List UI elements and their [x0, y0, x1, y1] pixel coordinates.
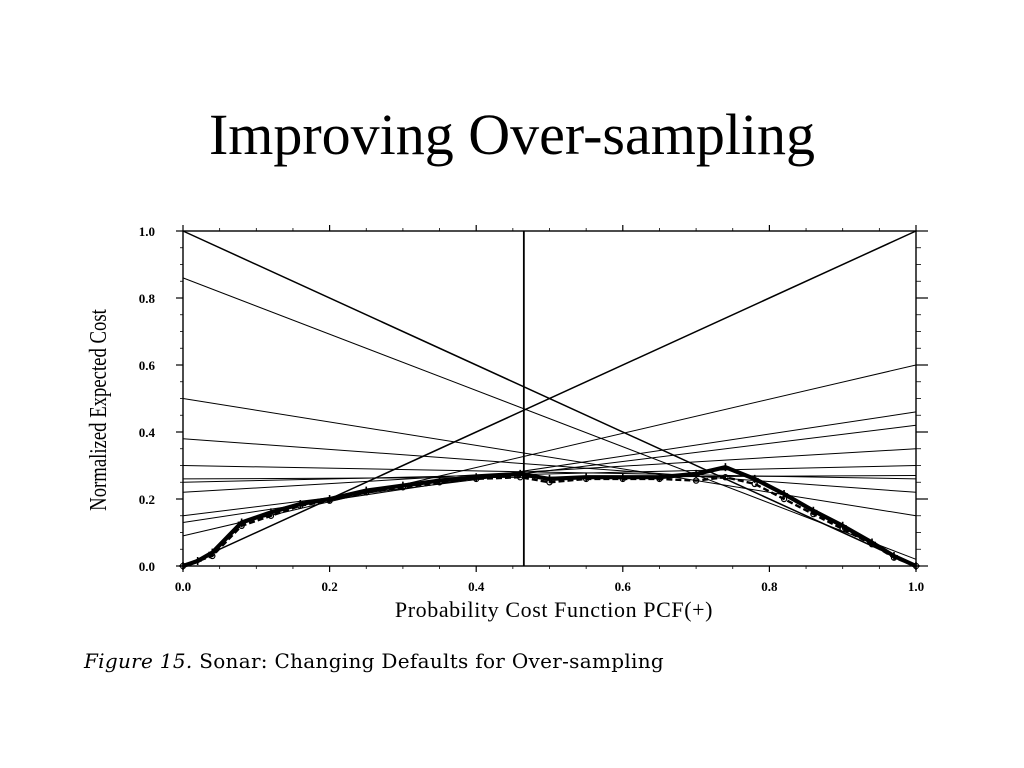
cost-line	[182, 465, 917, 480]
dashed-curve-point	[890, 554, 898, 561]
x-axis-label: Probability Cost Function PCF(+)	[395, 597, 713, 622]
cost-line	[182, 230, 917, 567]
x-tick-label: 0.6	[615, 579, 632, 594]
dashed-curve-point	[516, 474, 524, 481]
y-tick-label: 1.0	[139, 224, 155, 239]
dashed-curve-point	[868, 541, 876, 548]
envelope-point	[208, 548, 217, 557]
dashed-curve-point	[619, 475, 627, 483]
dashed-curve-point	[722, 474, 729, 481]
dashed-curve-point	[209, 552, 216, 560]
envelope-point	[237, 518, 246, 527]
dashed-curve-point	[326, 497, 333, 504]
envelope-point	[692, 469, 701, 478]
x-tick-label: 0.8	[761, 579, 778, 594]
y-tick-label: 0.2	[139, 492, 155, 507]
dashed-curve-point	[436, 479, 443, 486]
cost-curve-chart: 0.0 0.2 0.4 0.6 0.8 1.0 0.0 0.2 0.4 0.6 0.8 1.0 Pro…	[85, 224, 928, 622]
figure-caption-text: Sonar: Changing Defaults for Over-sampli…	[199, 649, 665, 673]
cost-line	[182, 465, 917, 483]
dashed-curve-point	[839, 525, 846, 533]
cost-line	[182, 277, 917, 560]
dashed-curve-point	[692, 477, 700, 484]
dashed-curve-point	[179, 562, 187, 570]
dashed-curve-point	[363, 489, 370, 496]
y-tick-label: 0.4	[139, 425, 156, 440]
figure-caption-label: Figure 15.	[84, 649, 193, 673]
dashed-curve-point	[473, 475, 480, 483]
envelope-point	[545, 474, 554, 483]
dashed-curve-point	[912, 562, 920, 570]
envelope-point	[838, 521, 847, 530]
dashed-curve-point	[238, 522, 245, 530]
slide-title: Improving Over-sampling	[208, 102, 816, 167]
y-axis-label: Normalized Expected Cost	[85, 309, 112, 511]
y-tick-label: 0.0	[139, 559, 155, 574]
x-tick-label: 0.4	[468, 579, 485, 594]
y-tick-label: 0.8	[139, 291, 156, 306]
dashed-curve-point	[810, 510, 817, 518]
cost-line	[182, 424, 917, 517]
dashed-curve-point	[656, 475, 663, 483]
envelope-curves	[179, 463, 920, 570]
dashed-curve	[182, 475, 917, 568]
dashed-curve-point	[546, 479, 553, 486]
y-tick-label: 0.6	[139, 358, 156, 373]
tick-labels: 0.0 0.2 0.4 0.6 0.8 1.0 0.0 0.2 0.4 0.6 0.8 1.0	[139, 224, 924, 594]
envelope-point	[266, 508, 275, 517]
dashed-curve-point	[297, 502, 304, 509]
dashed-curve-point	[751, 480, 758, 488]
x-tick-label: 1.0	[908, 579, 924, 594]
cost-line	[182, 398, 917, 517]
envelope-point	[721, 463, 730, 472]
envelope-point	[516, 469, 525, 478]
figure-caption: Figure 15. Sonar: Changing Defaults for …	[84, 649, 664, 673]
cost-lines	[182, 230, 917, 567]
x-tick-label: 0.2	[321, 579, 337, 594]
cost-line	[182, 364, 917, 537]
envelope-point	[193, 556, 202, 565]
dashed-curve-point	[267, 512, 275, 519]
dashed-curve-point	[780, 495, 788, 503]
cost-line	[182, 438, 917, 493]
envelope-point	[809, 506, 818, 515]
dashed-curve-point	[582, 475, 590, 483]
x-tick-label: 0.0	[175, 579, 191, 594]
dashed-curve-point	[399, 484, 407, 491]
